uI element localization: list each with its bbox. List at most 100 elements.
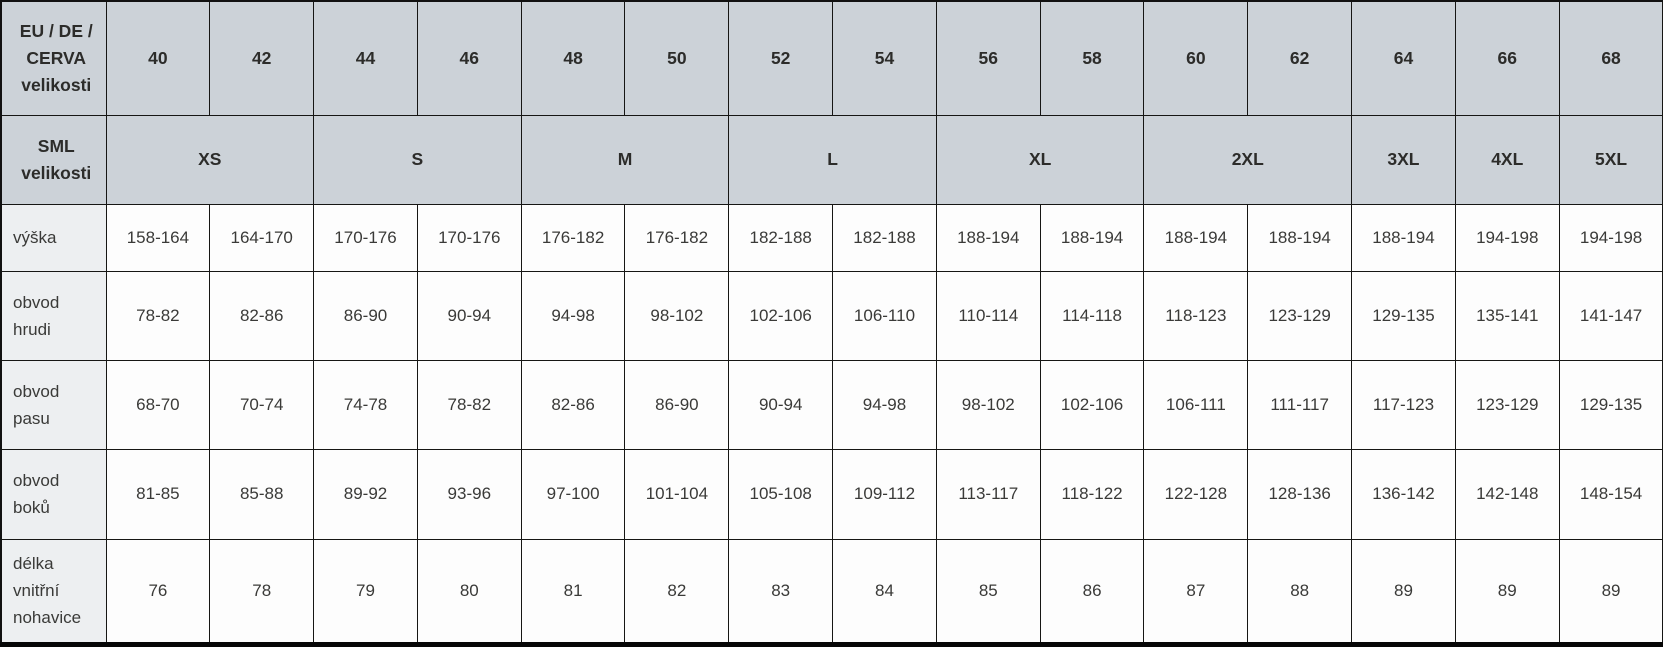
row-label-line: obvod [13,471,60,490]
value-cell: 94-98 [832,359,937,450]
value-cell: 118-122 [1039,448,1145,540]
value-cell: 188-194 [1143,203,1249,272]
eu-size-cell: 64 [1351,0,1456,116]
value-cell: 182-188 [728,203,834,272]
eu-de-cerva-header-cell: EU / DE / CERVA velikosti [0,0,107,116]
header-line: SML [37,135,75,156]
value-cell: 89 [1454,538,1560,645]
value-cell: 106-111 [1143,359,1249,450]
sml-size-cell: 3XL [1351,114,1456,205]
value-cell: 85 [935,538,1041,645]
size-table: EU / DE / CERVA velikosti 40 42 44 46 48… [0,0,1664,647]
value-cell: 102-106 [728,270,834,361]
value-cell: 106-110 [832,270,937,361]
value-cell: 188-194 [1039,203,1145,272]
header-line: velikosti [21,162,92,183]
value-cell: 82-86 [520,359,626,450]
value-cell: 79 [313,538,418,645]
value-cell: 128-136 [1247,448,1353,540]
value-cell: 97-100 [520,448,626,540]
row-label-line: boků [13,498,50,517]
eu-size-cell: 52 [728,0,834,116]
eu-size-cell: 46 [416,0,522,116]
eu-size-cell: 50 [624,0,730,116]
eu-size-cell: 40 [105,0,211,116]
eu-size-cell: 56 [935,0,1041,116]
sml-header-cell: SML velikosti [0,114,107,205]
sml-size-cell: XL [935,114,1145,205]
sml-size-cell: 4XL [1454,114,1560,205]
sml-size-cell: S [313,114,522,205]
sml-size-cell: XS [105,114,315,205]
value-cell: 129-135 [1558,359,1664,450]
value-cell: 194-198 [1558,203,1664,272]
value-cell: 123-129 [1247,270,1353,361]
value-cell: 76 [105,538,211,645]
value-cell: 136-142 [1351,448,1456,540]
value-cell: 78-82 [416,359,522,450]
value-cell: 109-112 [832,448,937,540]
value-cell: 86-90 [624,359,730,450]
value-cell: 98-102 [935,359,1041,450]
value-cell: 129-135 [1351,270,1456,361]
eu-size-cell: 54 [832,0,937,116]
row-label-line: vnitřní [13,581,60,600]
eu-size-cell: 60 [1143,0,1249,116]
value-cell: 78-82 [105,270,211,361]
value-cell: 114-118 [1039,270,1145,361]
value-cell: 89-92 [313,448,418,540]
value-cell: 70-74 [209,359,315,450]
eu-size-cell: 68 [1558,0,1664,116]
row-label-line: výška [13,228,57,247]
value-cell: 68-70 [105,359,211,450]
value-cell: 148-154 [1558,448,1664,540]
value-cell: 141-147 [1558,270,1664,361]
eu-size-cell: 42 [209,0,315,116]
table-row-delka-vnitrni-nohavice: délka vnitřní nohavice 76 78 79 80 81 82… [0,538,1664,645]
value-cell: 88 [1247,538,1353,645]
value-cell: 98-102 [624,270,730,361]
value-cell: 89 [1558,538,1664,645]
value-cell: 78 [209,538,315,645]
row-label-line: nohavice [13,608,82,627]
sml-size-cell: M [520,114,730,205]
eu-size-cell: 66 [1454,0,1560,116]
value-cell: 81 [520,538,626,645]
sml-sizes-header-row: SML velikosti XS S M L XL 2XL 3XL 4XL 5X… [0,114,1664,205]
value-cell: 74-78 [313,359,418,450]
value-cell: 111-117 [1247,359,1353,450]
value-cell: 182-188 [832,203,937,272]
row-label-vyska: výška [0,203,107,272]
value-cell: 90-94 [728,359,834,450]
value-cell: 85-88 [209,448,315,540]
value-cell: 110-114 [935,270,1041,361]
value-cell: 102-106 [1039,359,1145,450]
value-cell: 89 [1351,538,1456,645]
row-label-line: hrudi [13,319,51,339]
row-label-delka-vnitrni-nohavice: délka vnitřní nohavice [0,538,107,645]
value-cell: 94-98 [520,270,626,361]
table-row-obvod-boku: obvod boků 81-85 85-88 89-92 93-96 97-10… [0,448,1664,540]
header-line: EU / DE / [19,20,93,41]
eu-size-cell: 62 [1247,0,1353,116]
table-row-obvod-hrudi: obvod hrudi 78-82 82-86 86-90 90-94 94-9… [0,270,1664,361]
value-cell: 188-194 [1247,203,1353,272]
value-cell: 142-148 [1454,448,1560,540]
sml-size-cell: 5XL [1558,114,1664,205]
value-cell: 105-108 [728,448,834,540]
value-cell: 83 [728,538,834,645]
value-cell: 164-170 [209,203,315,272]
value-cell: 117-123 [1351,359,1456,450]
value-cell: 176-182 [624,203,730,272]
value-cell: 118-123 [1143,270,1249,361]
eu-size-cell: 48 [520,0,626,116]
table-row-obvod-pasu: obvod pasu 68-70 70-74 74-78 78-82 82-86… [0,359,1664,450]
value-cell: 170-176 [313,203,418,272]
value-cell: 86 [1039,538,1145,645]
value-cell: 123-129 [1454,359,1560,450]
value-cell: 86-90 [313,270,418,361]
sml-size-cell: L [728,114,937,205]
value-cell: 82-86 [209,270,315,361]
value-cell: 80 [416,538,522,645]
